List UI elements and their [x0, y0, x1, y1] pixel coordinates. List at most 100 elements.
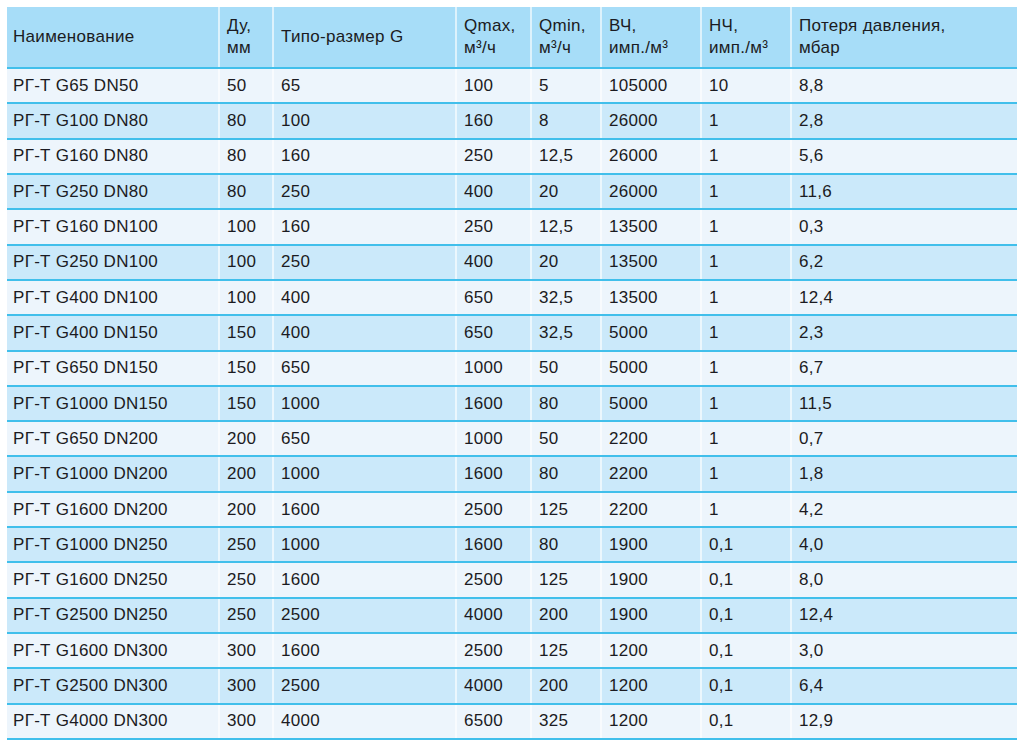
cell-du-mm: 250	[218, 599, 272, 632]
cell-name: РГ-Т G650 DN200	[7, 422, 218, 455]
table-row: РГ-Т G160 DN808016025012,52600015,6	[7, 138, 1017, 173]
cell-nch: 1	[700, 316, 790, 349]
cell-qmin: 50	[530, 422, 600, 455]
cell-size-g: 100	[272, 104, 455, 137]
cell-qmin: 200	[530, 669, 600, 702]
cell-nch: 0,1	[700, 669, 790, 702]
cell-name: РГ-Т G65 DN50	[7, 69, 218, 102]
cell-qmin: 8	[530, 104, 600, 137]
cell-size-g: 160	[272, 210, 455, 243]
cell-nch: 1	[700, 210, 790, 243]
cell-size-g: 2500	[272, 599, 455, 632]
cell-size-g: 650	[272, 352, 455, 385]
cell-qmax: 650	[455, 281, 530, 314]
cell-qmin: 12,5	[530, 140, 600, 173]
cell-qmax: 1000	[455, 422, 530, 455]
cell-nch: 1	[700, 493, 790, 526]
cell-pressure-loss: 8,8	[790, 69, 1017, 102]
table-row: РГ-Т G400 DN15015040065032,5500012,3	[7, 314, 1017, 349]
cell-size-g: 1600	[272, 563, 455, 596]
cell-pressure-loss: 6,2	[790, 246, 1017, 279]
cell-du-mm: 100	[218, 281, 272, 314]
cell-du-mm: 80	[218, 104, 272, 137]
cell-du-mm: 300	[218, 634, 272, 667]
cell-qmin: 12,5	[530, 210, 600, 243]
column-header-name: Наименование	[7, 7, 218, 67]
table-row: РГ-Т G400 DN10010040065032,513500112,4	[7, 279, 1017, 314]
cell-qmax: 2500	[455, 493, 530, 526]
cell-qmin: 5	[530, 69, 600, 102]
cell-vch: 105000	[600, 69, 700, 102]
cell-du-mm: 300	[218, 705, 272, 738]
cell-name: РГ-Т G2500 DN300	[7, 669, 218, 702]
cell-nch: 10	[700, 69, 790, 102]
cell-du-mm: 50	[218, 69, 272, 102]
cell-name: РГ-Т G1000 DN250	[7, 528, 218, 561]
cell-pressure-loss: 8,0	[790, 563, 1017, 596]
cell-du-mm: 300	[218, 669, 272, 702]
cell-nch: 1	[700, 422, 790, 455]
cell-pressure-loss: 1,8	[790, 457, 1017, 490]
cell-qmin: 80	[530, 457, 600, 490]
table-row: РГ-Т G1000 DN250250100016008019000,14,0	[7, 526, 1017, 561]
cell-qmin: 50	[530, 352, 600, 385]
cell-name: РГ-Т G400 DN100	[7, 281, 218, 314]
cell-pressure-loss: 3,0	[790, 634, 1017, 667]
cell-qmax: 4000	[455, 669, 530, 702]
cell-nch: 1	[700, 104, 790, 137]
cell-du-mm: 150	[218, 387, 272, 420]
table-row: РГ-Т G2500 DN3003002500400020012000,16,4	[7, 667, 1017, 702]
cell-qmax: 650	[455, 316, 530, 349]
cell-qmax: 400	[455, 175, 530, 208]
cell-vch: 13500	[600, 281, 700, 314]
cell-qmax: 1000	[455, 352, 530, 385]
table-row: РГ-Т G650 DN200200650100050220010,7	[7, 420, 1017, 455]
cell-du-mm: 150	[218, 352, 272, 385]
cell-size-g: 160	[272, 140, 455, 173]
cell-qmin: 80	[530, 387, 600, 420]
cell-qmin: 32,5	[530, 281, 600, 314]
column-header-pressure-loss: Потеря давления, мбар	[790, 7, 1017, 67]
cell-name: РГ-Т G2500 DN250	[7, 599, 218, 632]
table-row: РГ-Т G100 DN808010016082600012,8	[7, 102, 1017, 137]
cell-name: РГ-Т G250 DN80	[7, 175, 218, 208]
cell-vch: 5000	[600, 387, 700, 420]
cell-pressure-loss: 11,6	[790, 175, 1017, 208]
cell-nch: 1	[700, 352, 790, 385]
cell-qmin: 32,5	[530, 316, 600, 349]
cell-du-mm: 250	[218, 563, 272, 596]
cell-name: РГ-Т G1600 DN300	[7, 634, 218, 667]
cell-nch: 0,1	[700, 634, 790, 667]
column-header-nch: НЧ, имп./м³	[700, 7, 790, 67]
cell-name: РГ-Т G160 DN80	[7, 140, 218, 173]
cell-qmin: 125	[530, 493, 600, 526]
cell-qmax: 1600	[455, 457, 530, 490]
column-header-du-mm: Ду, мм	[218, 7, 272, 67]
cell-nch: 1	[700, 140, 790, 173]
cell-du-mm: 200	[218, 493, 272, 526]
table-row: РГ-Т G160 DN10010016025012,51350010,3	[7, 208, 1017, 243]
cell-name: РГ-Т G1000 DN150	[7, 387, 218, 420]
cell-pressure-loss: 12,4	[790, 281, 1017, 314]
cell-du-mm: 100	[218, 246, 272, 279]
cell-qmax: 250	[455, 140, 530, 173]
cell-qmax: 6500	[455, 705, 530, 738]
table-body: РГ-Т G65 DN5050651005105000108,8РГ-Т G10…	[7, 67, 1017, 738]
table-row: РГ-Т G1600 DN2502501600250012519000,18,0	[7, 561, 1017, 596]
cell-du-mm: 100	[218, 210, 272, 243]
cell-nch: 1	[700, 457, 790, 490]
cell-qmax: 2500	[455, 563, 530, 596]
column-header-vch: ВЧ, имп./м³	[600, 7, 700, 67]
cell-qmin: 20	[530, 175, 600, 208]
cell-qmax: 160	[455, 104, 530, 137]
cell-size-g: 1600	[272, 493, 455, 526]
gas-meter-spec-table: Наименование Ду, мм Типо-размер G Qmax, …	[7, 7, 1017, 740]
table-row: РГ-Т G1600 DN20020016002500125220014,2	[7, 491, 1017, 526]
cell-qmin: 125	[530, 563, 600, 596]
table-row: РГ-Т G1600 DN3003001600250012512000,13,0	[7, 632, 1017, 667]
table-row: РГ-Т G2500 DN2502502500400020019000,112,…	[7, 597, 1017, 632]
table-row: РГ-Т G4000 DN3003004000650032512000,112,…	[7, 703, 1017, 738]
cell-name: РГ-Т G250 DN100	[7, 246, 218, 279]
cell-vch: 1900	[600, 528, 700, 561]
cell-name: РГ-Т G400 DN150	[7, 316, 218, 349]
